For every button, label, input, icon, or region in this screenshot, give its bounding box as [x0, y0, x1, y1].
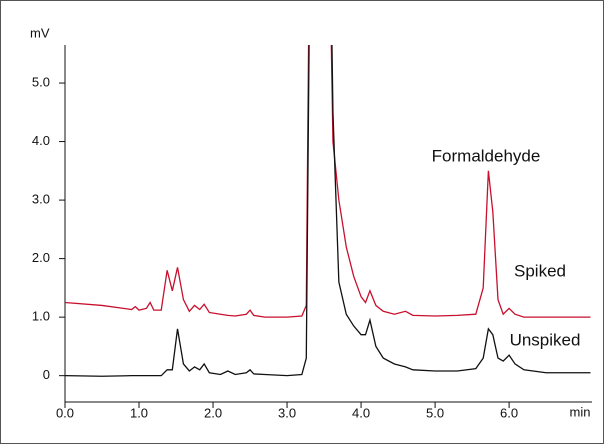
y-tick-label: 2.0	[32, 250, 50, 265]
x-tick-label: 6.0	[500, 405, 518, 420]
annotation: Formaldehyde	[432, 146, 541, 165]
x-tick-label: 1.0	[130, 405, 148, 420]
y-tick-label: 4.0	[32, 133, 50, 148]
x-tick-label: 0.0	[56, 405, 74, 420]
y-tick-label: 1.0	[32, 309, 50, 324]
x-tick-label: 5.0	[426, 405, 444, 420]
x-tick-label: 2.0	[204, 405, 222, 420]
y-tick-label: 3.0	[32, 192, 50, 207]
y-tick-label: 5.0	[32, 74, 50, 89]
x-tick-label: 4.0	[352, 405, 370, 420]
series-line	[65, 45, 591, 318]
annotation: Unspiked	[510, 330, 581, 349]
annotation: Spiked	[514, 261, 566, 280]
x-tick-label: 3.0	[278, 405, 296, 420]
series-line	[65, 45, 591, 377]
x-axis-label: min	[570, 404, 591, 419]
y-axis-label: mV	[30, 25, 50, 40]
y-tick-label: 0	[43, 367, 50, 382]
